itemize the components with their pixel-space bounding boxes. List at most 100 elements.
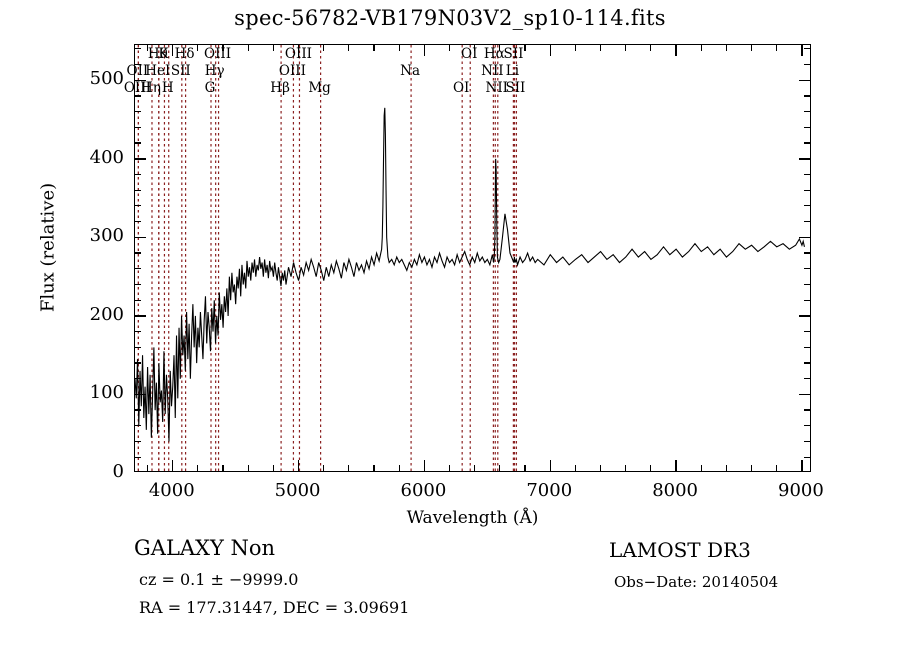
y-tick (135, 393, 146, 396)
y-tick (135, 189, 141, 191)
y-tick (804, 362, 810, 364)
y-tick-label: 400 (89, 146, 124, 168)
y-tick (804, 330, 810, 333)
y-tick (135, 346, 141, 348)
x-tick (776, 465, 778, 471)
y-tick-label: 100 (89, 382, 124, 404)
spectral-line-label: SII (505, 80, 526, 96)
y-tick (135, 95, 141, 97)
y-tick (804, 283, 810, 285)
x-tick (297, 460, 300, 471)
y-tick (804, 126, 810, 128)
x-tick (348, 465, 350, 471)
y-tick (804, 205, 810, 207)
y-tick (135, 111, 141, 113)
spectral-line-label: Hβ (270, 80, 290, 96)
y-tick (135, 315, 146, 317)
y-tick (799, 158, 810, 160)
spectral-line-label: OI (452, 80, 470, 96)
x-tick (725, 465, 727, 471)
x-tick (499, 45, 501, 51)
x-tick (197, 45, 199, 51)
x-tick (776, 45, 778, 51)
y-tick (135, 330, 141, 333)
y-tick (135, 142, 141, 144)
x-tick (675, 45, 677, 56)
spectral-line-markers (137, 45, 518, 471)
y-tick (135, 205, 141, 207)
x-tick (423, 460, 426, 471)
survey-label: LAMOST DR3 (609, 538, 751, 562)
y-tick (804, 173, 810, 176)
y-tick (135, 126, 141, 128)
y-tick (804, 220, 810, 223)
y-tick (135, 48, 141, 50)
x-tick-label: 6000 (400, 480, 447, 501)
x-tick (700, 45, 702, 51)
x-tick (247, 465, 249, 471)
spectral-line-label: OIII (278, 63, 306, 79)
x-tick (801, 460, 803, 471)
x-tick (222, 45, 224, 51)
y-tick (804, 346, 810, 348)
x-tick (524, 465, 526, 471)
y-tick (804, 456, 810, 458)
y-tick (135, 378, 141, 380)
x-tick (398, 465, 400, 471)
redshift-label: cz = 0.1 ± −9999.0 (139, 570, 299, 589)
x-tick (448, 465, 451, 471)
y-tick (135, 299, 141, 301)
x-tick (398, 45, 400, 51)
x-axis-title: Wavelength (Å) (406, 508, 539, 528)
y-tick (135, 63, 141, 66)
y-axis-title: Flux (relative) (37, 182, 59, 313)
spectral-line-label: Hδ (174, 46, 195, 62)
spectral-line-label: NII (485, 80, 509, 96)
spectral-line-label: Li (505, 63, 520, 79)
y-tick (804, 299, 810, 301)
x-tick (599, 45, 602, 51)
x-tick (499, 465, 501, 471)
x-tick (675, 460, 677, 471)
spectral-line-label: K (158, 46, 169, 62)
x-tick (197, 465, 199, 471)
x-tick (750, 465, 753, 471)
y-tick (804, 142, 810, 144)
x-tick (750, 45, 753, 51)
page-title: spec-56782-VB179N03V2_sp10-114.fits (234, 6, 666, 30)
spectral-line-label: Hγ (204, 63, 225, 79)
y-tick (135, 456, 141, 458)
spectrum-canvas (135, 45, 805, 471)
x-tick (247, 45, 249, 51)
plot-area (134, 44, 811, 472)
x-tick (272, 45, 274, 51)
x-tick (625, 465, 627, 471)
y-tick (135, 236, 146, 239)
y-tick (135, 283, 141, 285)
y-tick (135, 409, 141, 411)
x-tick (574, 465, 576, 471)
x-tick (474, 45, 476, 51)
y-tick-label: 300 (89, 225, 124, 247)
y-tick (804, 63, 810, 66)
x-tick (549, 460, 551, 471)
y-tick (135, 173, 141, 176)
y-tick (135, 158, 146, 160)
spectral-line-label: OI (461, 46, 478, 62)
y-tick (135, 440, 141, 443)
x-tick (323, 465, 325, 471)
x-tick (725, 45, 727, 51)
x-tick (348, 45, 350, 51)
x-tick (272, 465, 274, 471)
y-tick (804, 95, 810, 97)
spectral-line-label: OIII (204, 46, 232, 62)
y-tick (804, 268, 810, 270)
x-tick (474, 465, 476, 471)
y-tick-label: 0 (112, 461, 124, 482)
obs-date-label: Obs−Date: 20140504 (614, 573, 779, 591)
x-tick (172, 460, 174, 471)
spectral-line-label: OIII (284, 46, 312, 62)
coordinates-label: RA = 177.31447, DEC = 3.09691 (139, 598, 410, 617)
y-tick-label: 500 (89, 68, 124, 90)
x-tick (146, 465, 149, 471)
